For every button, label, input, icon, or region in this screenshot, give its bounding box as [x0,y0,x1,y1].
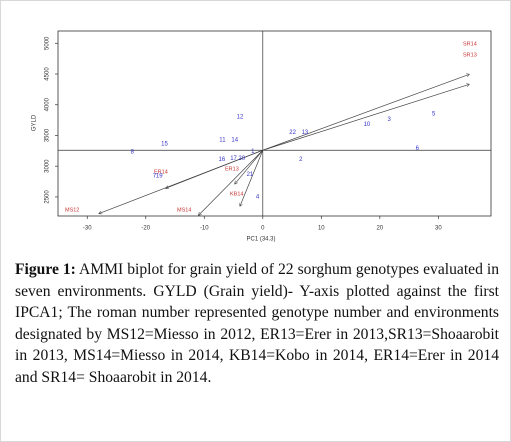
environment-vector [198,149,264,215]
environment-vector [166,149,263,188]
y-tick-label: 4000 [45,97,51,111]
environment-vector [262,74,470,151]
genotype-point: 1 [251,149,255,155]
environment-label: SR13 [463,52,477,58]
figure-caption: Figure 1: AMMI biplot for grain yield of… [15,259,499,388]
x-tick-label: 20 [376,226,383,232]
caption-label: Figure 1: [15,261,76,278]
genotype-point: 5 [432,112,436,118]
genotype-point: 8 [131,150,135,156]
environment-label: MS12 [65,207,79,213]
y-tick-label: 4500 [45,67,51,81]
genotype-point: 7 [153,174,157,180]
genotype-point: 17 [230,156,237,162]
x-tick-label: 30 [435,226,442,232]
y-tick-label: 2500 [45,190,51,204]
genotype-point: 16 [218,157,225,163]
x-tick-label: -30 [83,226,92,232]
genotype-point: 2 [299,157,303,163]
genotype-point: 14 [231,137,238,143]
genotype-point: 11 [219,137,226,143]
y-tick-label: 3500 [45,128,51,142]
environment-label: KB14 [230,191,243,197]
genotype-point: 20 [238,156,245,162]
x-tick-label: 0 [261,226,265,232]
genotype-point: 4 [256,195,260,201]
genotype-point: 13 [302,130,309,136]
x-axis-title: PC1 (34.3) [246,237,275,243]
environment-vector [262,84,470,151]
environment-label: ER14 [154,169,168,175]
genotype-point: 22 [289,130,296,136]
genotype-point: 21 [247,172,254,178]
y-tick-label: 5000 [45,36,51,50]
environment-label: MS14 [177,207,191,213]
environment-label: ER13 [225,166,239,172]
environment-vector [235,150,264,184]
genotype-point: 19 [156,174,163,180]
y-tick-label: 3000 [45,159,51,173]
x-tick-label: -20 [141,226,150,232]
x-tick-label: 10 [318,226,325,232]
genotype-point: 15 [161,142,168,148]
genotype-point: 6 [416,146,420,152]
genotype-point: 10 [364,122,371,128]
biplot: PC1 (34.3) GYLD -30 -20 -10 0 10 20 30 2500 3000… [32,30,492,243]
x-tick-label: -10 [200,226,209,232]
genotype-point: 3 [388,117,392,123]
plot-frame [57,30,492,217]
caption-text: AMMI biplot for grain yield of 22 sorghu… [15,261,499,386]
environment-vector [240,150,264,206]
y-axis-title: GYLD [32,114,38,131]
genotype-point: 12 [237,115,244,121]
environment-label: SR14 [463,41,477,47]
